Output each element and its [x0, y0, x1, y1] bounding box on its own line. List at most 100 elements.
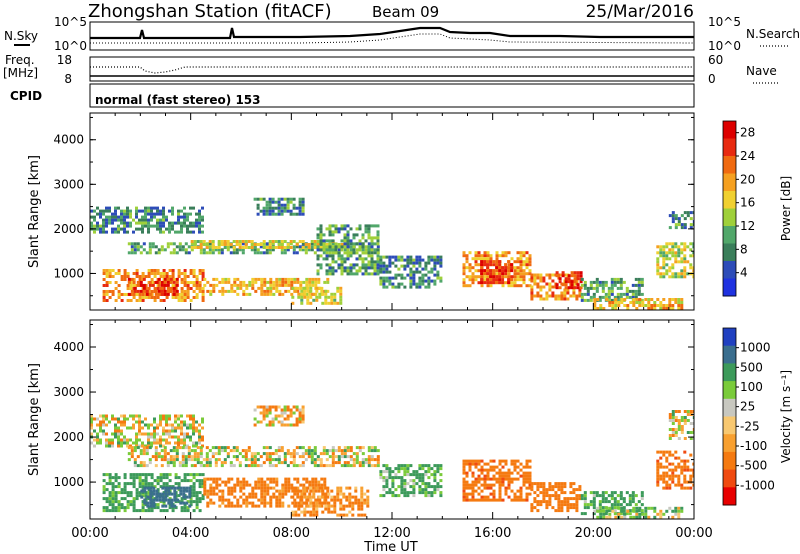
power-colorbar-tick-label: 8 [740, 242, 748, 256]
xtick-label: 12:00 [373, 526, 410, 541]
nsky-label: N.Sky [4, 29, 38, 43]
noise-panel: N.Sky 10^5 10^0 10^5 10^0 N.Search [4, 15, 800, 53]
freq-unit-label: [MHz] [3, 66, 38, 80]
xtick-label: 16:00 [474, 526, 511, 541]
velocity-region [656, 450, 694, 490]
velocity-colorbar-segment [723, 451, 736, 471]
xtick-label: 04:00 [172, 526, 209, 541]
power-region [668, 211, 694, 230]
velocity-region [593, 506, 684, 519]
velocity-colorbar-segment [723, 328, 736, 347]
velocity-region [462, 459, 532, 502]
power-colorbar-segment [723, 226, 736, 244]
freq-label: Freq. [5, 53, 35, 67]
power-colorbar-segment [723, 138, 736, 157]
noise-tick-left-bottom: 10^0 [54, 39, 87, 53]
power-ytick-label: 2000 [53, 222, 84, 236]
power-ylabel: Slant Range [km] [27, 155, 42, 268]
beam-label: Beam 09 [372, 3, 439, 21]
power-panel: 1000 2000 3000 4000 Slant Range [km] 4 8 12 16 20… [27, 112, 793, 311]
velocity-colorbar-tick-label: 100 [740, 380, 763, 394]
power-region [127, 277, 179, 296]
nave-line [90, 66, 694, 74]
power-colorbar-segment [723, 261, 736, 279]
velocity-region [140, 486, 192, 508]
power-colorbar-segment [723, 121, 736, 139]
velocity-colorbar-tick-label: -500 [740, 459, 767, 473]
power-colorbar-segment [723, 243, 736, 262]
power-region [480, 260, 514, 285]
power-colorbar-tick-label: 20 [740, 172, 755, 186]
power-colorbar-segment [723, 278, 736, 297]
velocity-data-cells [90, 405, 694, 519]
nsearch-label: N.Search [746, 27, 800, 41]
velocity-colorbar-tick-label: -25 [740, 419, 760, 433]
power-colorbar-tick-label: 28 [740, 126, 755, 140]
power-region [656, 242, 694, 279]
freq-tick-top: 18 [57, 53, 72, 67]
time-axis: 00:00 04:00 08:00 12:00 16:00 20:00 00:00 [71, 526, 712, 541]
power-colorbar-tick-label: 24 [740, 149, 755, 163]
nave-tick-top: 60 [708, 53, 723, 67]
velocity-panel: 1000 2000 3000 4000 Slant Range [km] 1000 500 1… [27, 319, 793, 520]
power-ytick-label: 3000 [53, 177, 84, 191]
power-region [253, 197, 305, 216]
velocity-colorbar-label: Velocity [m s⁻¹] [779, 370, 793, 463]
velocity-region [530, 482, 582, 513]
velocity-ytick-label: 1000 [53, 475, 84, 489]
power-colorbar-segment [723, 208, 736, 227]
nave-tick-bottom: 0 [708, 72, 716, 86]
xtick-label: 00:00 [71, 526, 108, 541]
velocity-colorbar-tick-label: -100 [740, 439, 767, 453]
power-colorbar-tick-label: 16 [740, 196, 755, 210]
cpid-text: normal (fast stereo) 153 [95, 93, 261, 107]
power-colorbar-tick-label: 12 [740, 219, 755, 233]
power-region [555, 271, 583, 290]
velocity-region [253, 405, 305, 427]
power-colorbar-label: Power [dB] [779, 176, 793, 241]
velocity-ytick-label: 2000 [53, 430, 84, 444]
nsky-line [90, 26, 694, 40]
velocity-colorbar-tick-label: 500 [740, 360, 763, 374]
power-colorbar-tick-label: 4 [740, 266, 748, 280]
velocity-colorbar-tick-label: -1000 [740, 478, 775, 492]
nave-label: Nave [746, 64, 777, 78]
power-region [379, 255, 443, 289]
power-colorbar-segment [723, 191, 736, 209]
velocity-colorbar-segment [723, 363, 736, 382]
freq-panel: Freq. [MHz] 18 8 60 0 Nave [3, 53, 778, 86]
power-ytick-label: 4000 [53, 133, 84, 147]
velocity-colorbar-tick-label: 1000 [740, 341, 771, 355]
noise-tick-left-top: 10^5 [54, 15, 87, 29]
velocity-ytick-label: 4000 [53, 340, 84, 354]
power-region [291, 286, 343, 305]
power-region [203, 277, 330, 296]
velocity-region [90, 414, 204, 448]
date-label: 25/Mar/2016 [586, 2, 694, 22]
xtick-label: 00:00 [675, 526, 712, 541]
power-data-cells [90, 197, 694, 310]
velocity-colorbar-segment [723, 434, 736, 453]
power-region [593, 298, 684, 310]
freq-tick-bottom: 8 [64, 72, 72, 86]
velocity-ylabel: Slant Range [km] [27, 363, 42, 476]
velocity-region [127, 446, 380, 468]
xtick-label: 08:00 [273, 526, 310, 541]
velocity-ytick-label: 3000 [53, 385, 84, 399]
velocity-region [668, 410, 694, 440]
velocity-region [291, 486, 370, 517]
station-title: Zhongshan Station (fitACF) [88, 1, 332, 22]
cpid-label: CPID [10, 89, 42, 103]
noise-tick-right-bottom: 10^0 [708, 39, 741, 53]
velocity-region [379, 464, 443, 498]
power-region [316, 224, 380, 276]
velocity-colorbar-tick-label: 25 [740, 400, 755, 414]
velocity-colorbar-segment [723, 469, 736, 488]
cpid-panel: CPID normal (fast stereo) 153 [10, 83, 695, 108]
xtick-label: 20:00 [575, 526, 612, 541]
power-ytick-label: 1000 [53, 266, 84, 280]
velocity-colorbar-segment [723, 381, 736, 400]
velocity-colorbar-segment [723, 487, 736, 506]
velocity-colorbar-segment [723, 416, 736, 435]
